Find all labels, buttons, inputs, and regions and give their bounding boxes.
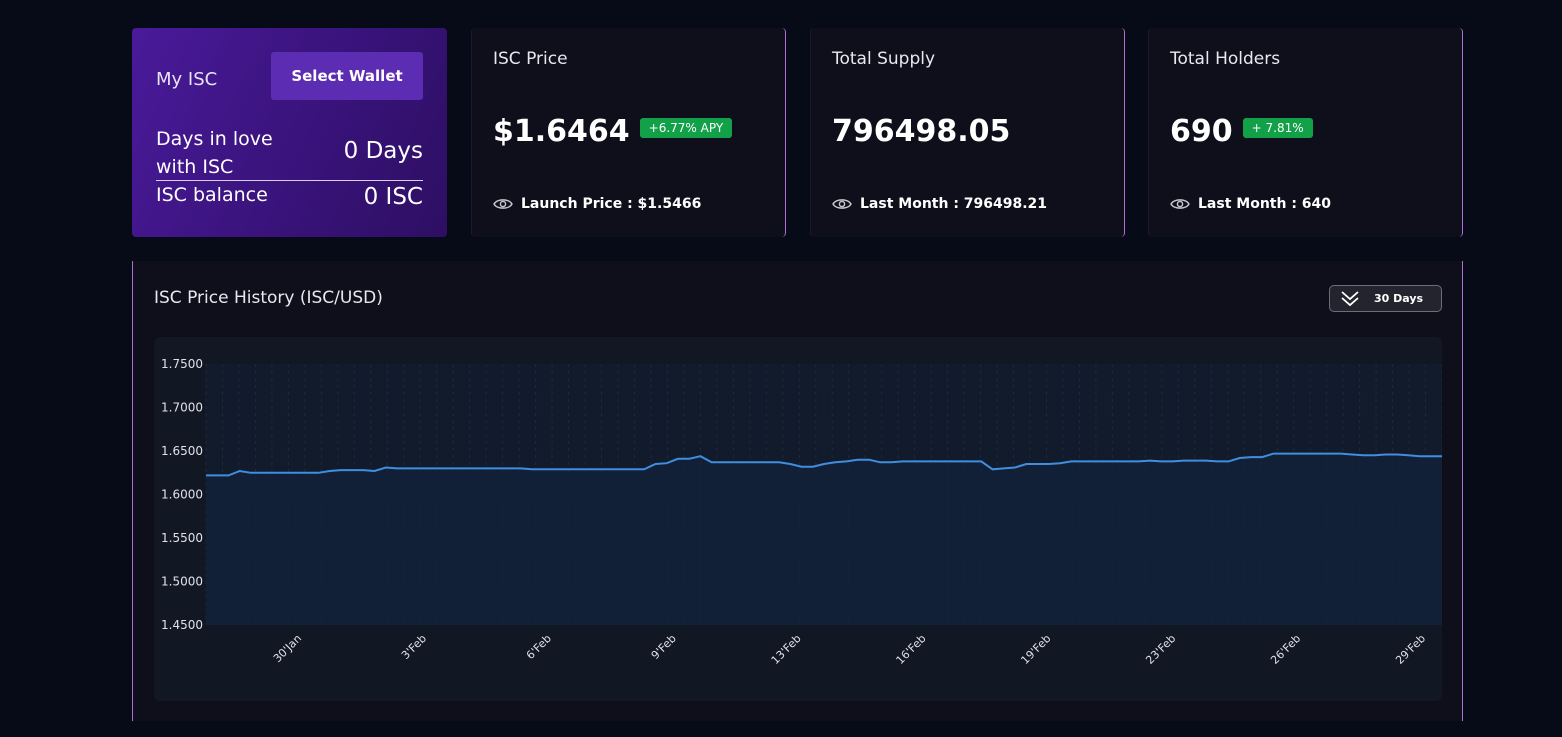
eye-icon (832, 199, 852, 209)
wallet-divider (156, 180, 423, 181)
x-tick-label: 6'Feb (524, 632, 554, 662)
range-dropdown-button[interactable]: 30 Days (1329, 285, 1442, 312)
x-tick-label: 9'Feb (649, 632, 679, 662)
x-tick-label: 16'Feb (894, 632, 929, 667)
y-tick-label: 1.7000 (161, 401, 203, 415)
x-tick-label: 13'Feb (769, 632, 804, 667)
y-tick-label: 1.6000 (161, 488, 203, 502)
y-tick-label: 1.7500 (161, 357, 203, 371)
series-area (206, 453, 1442, 625)
x-tick-label: 19'Feb (1018, 632, 1053, 667)
last-month-supply-text: Last Month : 796498.21 (860, 196, 1048, 212)
price-value: $1.6464 (493, 114, 630, 149)
wallet-title: My ISC (156, 69, 218, 90)
days-label: Days in love with ISC (156, 128, 273, 178)
eye-icon (1170, 199, 1190, 209)
stat-value: 796498.05 (832, 114, 1011, 149)
select-wallet-button[interactable]: Select Wallet (271, 52, 423, 100)
holders-value: 690 (1170, 114, 1233, 149)
price-chart: 1.7500 1.7000 1.6500 1.6000 1.5500 1.5000 1.45… (154, 337, 1442, 701)
stat-title: Total Supply (832, 49, 936, 69)
range-label: 30 Days (1374, 292, 1424, 305)
total-holders-card: Total Holders 690 + 7.81% Last Month : 64… (1148, 28, 1463, 237)
y-tick-label: 1.5000 (161, 575, 203, 589)
price-history-title: ISC Price History (ISC/USD) (154, 288, 383, 308)
stat-footer: Launch Price : $1.5466 (493, 196, 701, 212)
y-tick-label: 1.6500 (161, 444, 203, 458)
stat-footer: Last Month : 640 (1170, 196, 1331, 212)
series-line (206, 452, 1442, 477)
balance-label: ISC balance (156, 184, 268, 206)
y-tick-label: 1.5500 (161, 531, 203, 545)
price-history-panel: ISC Price History (ISC/USD) 30 Days 1.75… (132, 261, 1463, 721)
eye-icon (493, 199, 513, 209)
total-supply-card: Total Supply 796498.05 Last Month : 7964… (810, 28, 1125, 237)
last-month-holders-text: Last Month : 640 (1198, 196, 1332, 212)
price-chart-svg: 1.7500 1.7000 1.6500 1.6000 1.5500 1.5000 1.45… (161, 357, 1442, 667)
days-value: 0 Days (343, 138, 423, 164)
stat-footer: Last Month : 796498.21 (832, 196, 1047, 212)
x-tick-label: 3'Feb (399, 632, 429, 662)
y-tick-label: 1.4500 (161, 618, 203, 632)
stat-title: ISC Price (493, 49, 568, 69)
wallet-card: My ISC Select Wallet Days in love with I… (132, 28, 447, 237)
double-chevron-down-icon (1341, 290, 1359, 306)
x-tick-label: 30'Jan (271, 632, 304, 665)
launch-price-text: Launch Price : $1.5466 (521, 196, 702, 212)
x-tick-label: 29'Feb (1393, 632, 1428, 667)
x-tick-label: 23'Feb (1143, 632, 1178, 667)
stat-value: 690 + 7.81% (1170, 114, 1313, 149)
balance-value: 0 ISC (363, 184, 423, 210)
stat-title: Total Holders (1170, 49, 1281, 69)
isc-price-card: ISC Price $1.6464 +6.77% APY Launch Price… (471, 28, 786, 237)
apy-badge: +6.77% APY (639, 117, 733, 138)
stat-value: $1.6464 +6.77% APY (493, 114, 733, 149)
holders-growth-badge: + 7.81% (1242, 117, 1313, 138)
x-tick-label: 26'Feb (1268, 632, 1303, 667)
